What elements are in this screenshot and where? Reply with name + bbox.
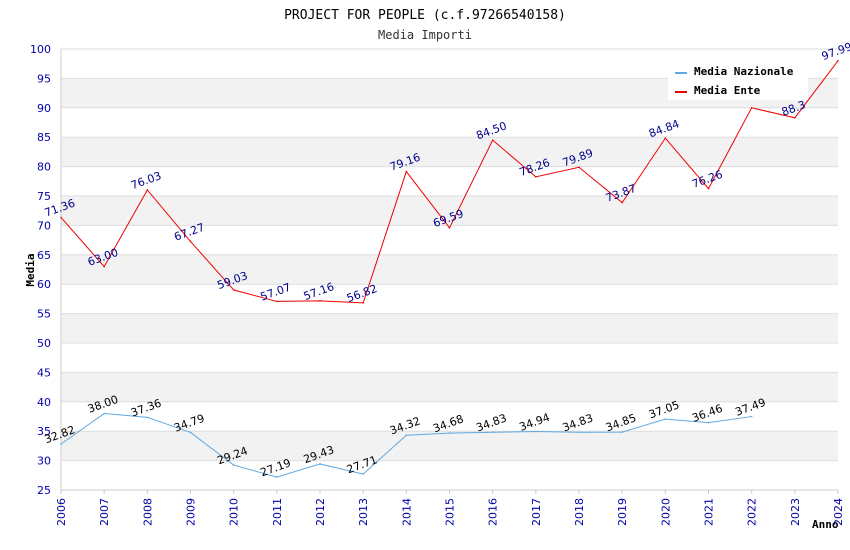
data-point bbox=[362, 473, 364, 475]
data-point bbox=[621, 431, 623, 433]
data-point bbox=[405, 170, 408, 173]
x-tick-label: 2024 bbox=[832, 498, 845, 526]
data-point bbox=[535, 430, 537, 433]
data-point bbox=[232, 289, 235, 291]
data-point bbox=[578, 166, 580, 169]
data-point bbox=[103, 412, 105, 415]
y-tick-label: 75 bbox=[37, 190, 51, 203]
legend: Media Nazionale Media Ente bbox=[668, 60, 808, 100]
data-point bbox=[837, 60, 839, 62]
y-tick-label: 55 bbox=[37, 308, 51, 321]
data-point bbox=[60, 443, 62, 445]
y-tick-label: 95 bbox=[37, 72, 51, 85]
legend-label-media-ente: Media Ente bbox=[694, 84, 761, 97]
data-point bbox=[146, 416, 149, 419]
data-label: 34.94 bbox=[518, 411, 552, 434]
data-point bbox=[491, 139, 494, 141]
y-tick-label: 85 bbox=[37, 131, 51, 144]
y-tick-label: 80 bbox=[37, 161, 51, 174]
x-tick-label: 2019 bbox=[616, 498, 629, 526]
grid-band bbox=[61, 313, 838, 343]
data-point bbox=[405, 434, 408, 436]
data-point bbox=[707, 421, 710, 424]
y-tick-label: 45 bbox=[37, 366, 51, 379]
y-tick-label: 60 bbox=[37, 278, 51, 291]
x-tick-label: 2022 bbox=[746, 498, 759, 526]
y-tick-label: 25 bbox=[37, 484, 51, 497]
grid-band bbox=[61, 372, 838, 402]
x-tick-label: 2015 bbox=[444, 498, 457, 526]
x-axis-title: Anno bbox=[812, 518, 839, 531]
x-tick-labels: 2006 2007 2008 2009 2010 2011 2012 2013 2014 2015… bbox=[55, 490, 845, 526]
data-point bbox=[232, 464, 235, 466]
x-tick-label: 2006 bbox=[55, 498, 68, 526]
data-point bbox=[362, 302, 364, 304]
x-tick-label: 2014 bbox=[400, 498, 413, 526]
data-point bbox=[189, 431, 192, 434]
data-point bbox=[319, 300, 321, 302]
data-point bbox=[750, 415, 753, 418]
data-point bbox=[578, 431, 580, 433]
grid-bands bbox=[61, 78, 838, 461]
x-tick-label: 2023 bbox=[789, 498, 802, 526]
y-tick-labels: 25 30 35 40 45 50 55 60 65 70 75 80 85 90 95 100 bbox=[30, 43, 51, 497]
chart-subtitle: Media Importi bbox=[378, 28, 472, 42]
y-tick-label: 70 bbox=[37, 219, 51, 232]
data-point bbox=[276, 476, 278, 478]
data-label: 76.03 bbox=[129, 169, 163, 192]
y-tick-label: 90 bbox=[37, 102, 51, 115]
x-tick-label: 2020 bbox=[659, 498, 672, 526]
data-point bbox=[707, 187, 710, 190]
x-tick-label: 2010 bbox=[228, 498, 241, 526]
data-label: 56.82 bbox=[345, 282, 379, 305]
data-point bbox=[794, 116, 796, 119]
data-point bbox=[319, 463, 321, 465]
y-tick-label: 40 bbox=[37, 396, 51, 409]
grid-band bbox=[61, 254, 838, 285]
x-tick-label: 2009 bbox=[185, 498, 198, 526]
data-label: 97.99 bbox=[820, 40, 850, 63]
data-point bbox=[664, 137, 667, 139]
x-tick-label: 2013 bbox=[357, 498, 370, 526]
legend-label-media-nazionale: Media Nazionale bbox=[694, 65, 794, 78]
data-point bbox=[535, 176, 537, 178]
x-tick-label: 2018 bbox=[573, 498, 586, 526]
y-axis-title: Media bbox=[24, 253, 37, 286]
data-point bbox=[621, 201, 623, 204]
grid-lines bbox=[61, 48, 838, 491]
data-point bbox=[189, 240, 192, 243]
x-tick-label: 2021 bbox=[703, 498, 716, 526]
grid-band bbox=[61, 431, 838, 461]
x-tick-label: 2008 bbox=[141, 498, 154, 526]
x-tick-label: 2016 bbox=[487, 498, 500, 526]
legend-box bbox=[668, 60, 808, 100]
x-tick-label: 2012 bbox=[314, 498, 327, 526]
data-point bbox=[146, 189, 149, 191]
chart-title: PROJECT FOR PEOPLE (c.f.97266540158) bbox=[284, 8, 566, 23]
data-point bbox=[750, 107, 753, 109]
grid-band bbox=[61, 137, 838, 167]
data-point bbox=[664, 418, 667, 420]
y-tick-label: 100 bbox=[30, 43, 51, 56]
data-point bbox=[448, 432, 451, 434]
data-point bbox=[276, 300, 278, 303]
y-tick-label: 35 bbox=[37, 425, 51, 438]
y-tick-label: 50 bbox=[37, 337, 51, 350]
x-tick-label: 2017 bbox=[530, 498, 543, 526]
x-tick-label: 2007 bbox=[98, 498, 111, 526]
data-point bbox=[103, 265, 105, 268]
data-point bbox=[491, 431, 494, 433]
series-group bbox=[60, 60, 839, 478]
grid-band bbox=[61, 196, 838, 226]
data-point bbox=[448, 227, 451, 229]
y-tick-label: 30 bbox=[37, 455, 51, 468]
y-tick-label: 65 bbox=[37, 249, 51, 262]
x-tick-label: 2011 bbox=[271, 498, 284, 526]
data-point bbox=[60, 216, 62, 219]
